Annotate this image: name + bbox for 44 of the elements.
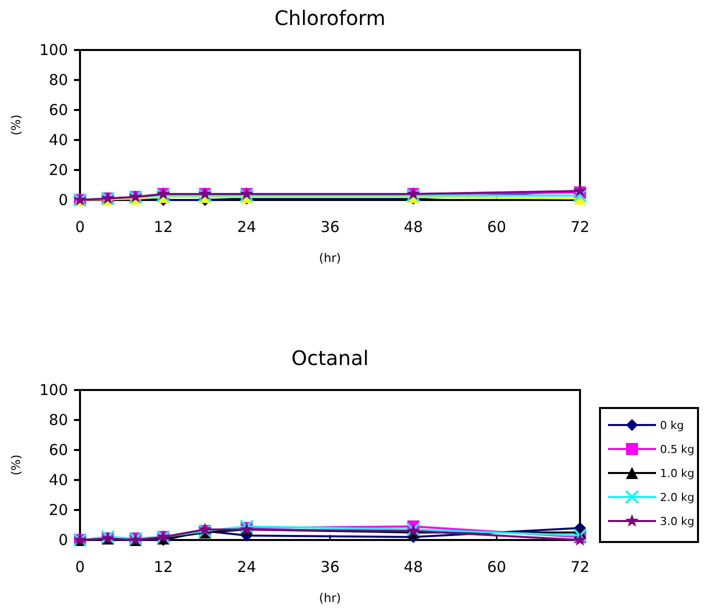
y-tick-label: 80	[48, 411, 68, 429]
y-tick-label: 40	[48, 131, 68, 149]
y-tick-label: 60	[48, 441, 68, 459]
x-tick-label: 36	[320, 558, 340, 576]
point	[573, 528, 587, 542]
x-axis-title: (hr)	[319, 591, 341, 605]
point	[573, 533, 587, 546]
x-tick-label: 72	[570, 558, 590, 576]
y-tick-label: 40	[48, 471, 68, 489]
x-tick-label: 48	[404, 218, 423, 236]
x-tick-label: 60	[487, 558, 506, 576]
x-tick-label: 72	[570, 218, 590, 236]
x-tick-label: 12	[154, 558, 173, 576]
point	[240, 188, 254, 202]
legend-label: 2.0 kg	[660, 491, 694, 504]
x-tick-label: 36	[320, 218, 340, 236]
y-tick-label: 20	[48, 501, 68, 519]
point	[198, 522, 212, 536]
x-tick-label: 60	[487, 218, 506, 236]
x-tick-label: 0	[75, 558, 85, 576]
x-tick-label: 24	[237, 218, 256, 236]
y-tick-label: 80	[48, 71, 68, 89]
legend-label: 3.0 kg	[660, 515, 694, 528]
y-tick-label: 20	[48, 161, 68, 179]
y-tick-label: 100	[39, 41, 68, 59]
y-tick-label: 60	[48, 101, 68, 119]
y-tick-label: 0	[58, 191, 68, 209]
x-tick-label: 0	[75, 218, 85, 236]
point	[573, 188, 587, 202]
x-tick-label: 12	[154, 218, 173, 236]
point	[240, 520, 254, 534]
y-tick-label: 0	[58, 531, 68, 549]
legend-label: 0 kg	[660, 419, 684, 432]
y-axis-title: (%)	[9, 114, 23, 136]
x-tick-label: 24	[237, 558, 256, 576]
x-axis-title: (hr)	[319, 251, 341, 265]
legend-label: 1.0 kg	[660, 467, 694, 480]
legend-label: 0.5 kg	[660, 443, 694, 456]
y-axis-title: (%)	[9, 454, 23, 476]
point	[406, 188, 420, 202]
chart-title: Octanal	[291, 346, 369, 370]
chart-title: Chloroform	[274, 6, 386, 30]
y-tick-label: 100	[39, 381, 68, 399]
x-tick-label: 48	[404, 558, 423, 576]
